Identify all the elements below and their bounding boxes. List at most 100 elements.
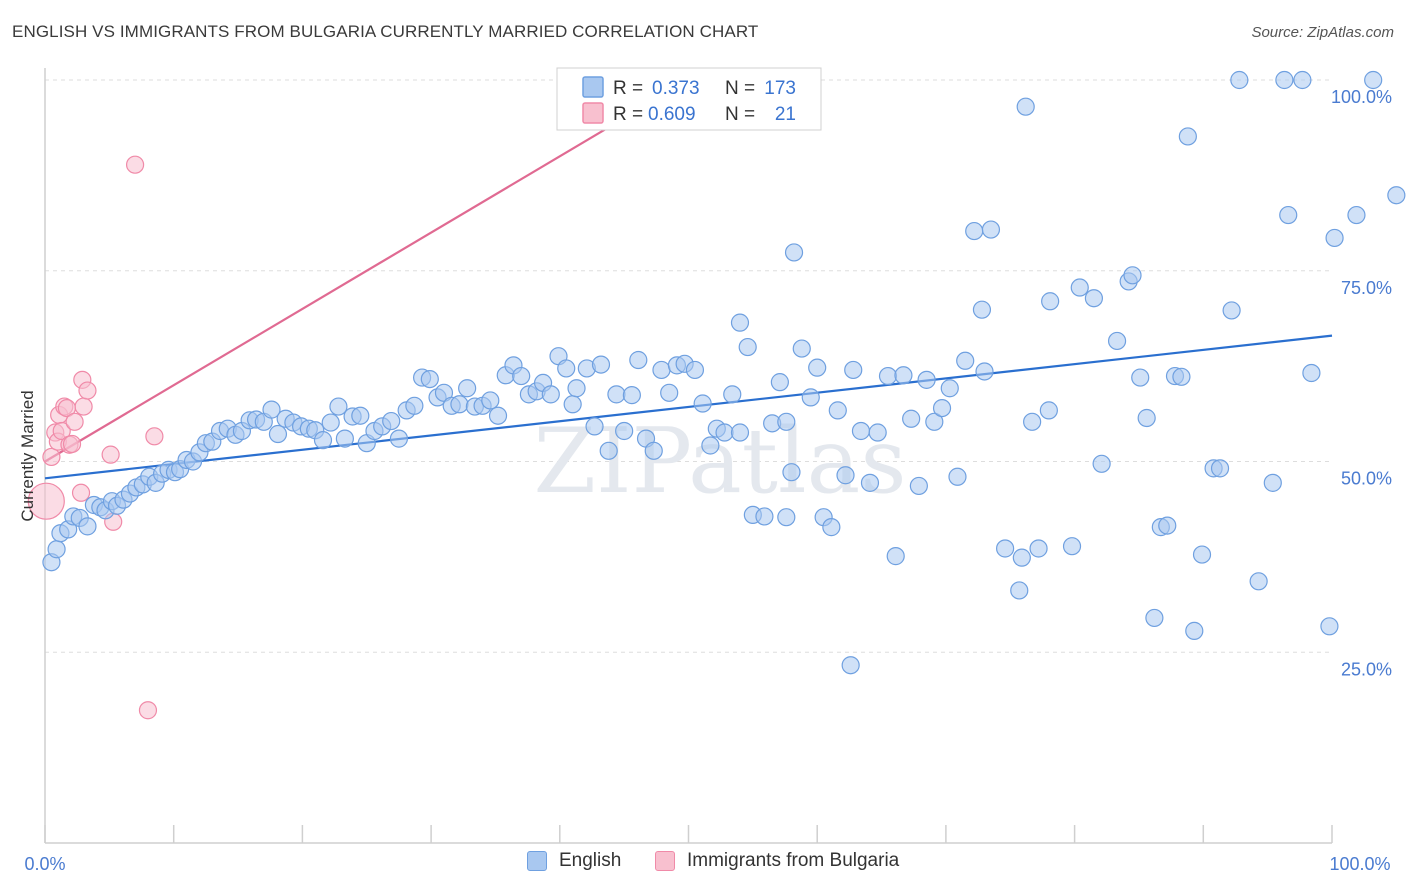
english-point — [730, 423, 750, 442]
english-point — [1010, 581, 1029, 600]
legend-n-value-bulgaria: 21 — [775, 104, 796, 125]
legend-item-english[interactable]: English — [527, 850, 621, 872]
english-point — [828, 401, 847, 420]
english-point — [965, 221, 984, 241]
english-point — [1293, 70, 1312, 90]
english-point — [792, 339, 811, 358]
english-point — [844, 360, 863, 380]
english-point — [972, 300, 992, 319]
trend-layer — [44, 79, 1333, 480]
y-tick-label-2: 75.0% — [1341, 278, 1392, 298]
english-point — [784, 243, 804, 262]
english-point — [738, 337, 757, 357]
english-point — [313, 431, 333, 450]
english-trend-line — [44, 334, 1333, 480]
english-point — [878, 366, 898, 386]
english-point — [1263, 473, 1282, 492]
bulgaria-point — [71, 483, 91, 502]
english-point — [1145, 608, 1164, 628]
english-point — [851, 421, 871, 441]
english-point — [777, 412, 796, 431]
english-point — [715, 423, 734, 442]
y-axis-label: Currently Married — [18, 390, 37, 521]
english-point — [1185, 621, 1204, 640]
english-point — [644, 441, 663, 460]
bulgaria-point — [65, 412, 84, 431]
english-point — [47, 540, 66, 559]
y-tick-labels: 25.0% 50.0% 75.0% 100.0% — [1331, 87, 1392, 679]
english-point — [405, 396, 424, 415]
legend-n-value-english: 173 — [764, 78, 796, 99]
english-point — [1084, 289, 1104, 308]
bulgaria-point — [125, 155, 145, 174]
english-point — [836, 466, 855, 485]
y-tick-label-3: 100.0% — [1331, 87, 1392, 107]
english-point — [1107, 331, 1127, 351]
legend-r-value-english: 0.373 — [652, 78, 700, 99]
english-point — [909, 476, 928, 496]
english-point — [868, 423, 887, 442]
english-point — [262, 400, 281, 419]
english-point — [567, 379, 586, 398]
english-point — [450, 395, 469, 414]
english-point — [1364, 70, 1383, 90]
english-point — [1347, 205, 1366, 225]
points-layer — [27, 70, 1406, 720]
english-point — [652, 360, 671, 380]
english-point — [607, 385, 626, 404]
english-point — [1279, 205, 1298, 225]
chart-source: Source: ZipAtlas.com — [1251, 24, 1394, 41]
english-point — [1092, 454, 1111, 473]
english-point — [948, 467, 967, 486]
y-tick-label-1: 50.0% — [1341, 469, 1392, 489]
english-point — [1012, 548, 1031, 567]
english-point — [1210, 459, 1230, 478]
legend-swatch-bulgaria — [582, 102, 604, 124]
legend-swatch-bulgaria-bottom — [655, 851, 675, 871]
english-point — [801, 388, 820, 407]
english-point — [512, 366, 531, 386]
english-point — [541, 385, 560, 404]
english-point — [1137, 408, 1156, 428]
legend-item-bulgaria[interactable]: Immigrants from Bulgaria — [655, 850, 899, 872]
bulgaria-point — [78, 381, 97, 400]
english-point — [389, 429, 409, 448]
legend-swatch-english-bottom — [527, 851, 547, 871]
english-point — [701, 436, 720, 455]
bulgaria-point — [101, 445, 120, 464]
english-point — [78, 517, 97, 536]
y-tick-label-0: 25.0% — [1341, 659, 1392, 679]
legend-swatch-english — [582, 76, 604, 98]
bulgaria-point — [52, 421, 71, 441]
english-point — [420, 369, 439, 389]
english-point — [808, 358, 827, 377]
x-tick-label-0: 0.0% — [24, 854, 65, 874]
top-legend: R = 0.373 N = 173 R = 0.609 N = 21 — [556, 67, 822, 131]
legend-r-label-english: R = — [613, 78, 643, 99]
english-point — [1325, 228, 1344, 248]
english-point — [1387, 186, 1406, 205]
english-point — [599, 441, 618, 460]
english-point — [1320, 617, 1339, 636]
legend-r-value-bulgaria: 0.609 — [648, 104, 696, 125]
english-point — [996, 539, 1015, 558]
english-point — [894, 366, 913, 385]
english-point — [1302, 363, 1321, 383]
english-point — [1123, 266, 1142, 285]
english-point — [622, 386, 641, 405]
english-point — [925, 412, 944, 431]
english-point — [351, 406, 370, 425]
chart-title: ENGLISH VS IMMIGRANTS FROM BULGARIA CURR… — [12, 22, 759, 41]
english-point — [860, 473, 880, 492]
english-point — [940, 379, 959, 398]
english-point — [956, 351, 975, 370]
bulgaria-point — [145, 427, 164, 446]
bulgaria-point — [138, 701, 158, 720]
legend-n-label-bulgaria: N = — [725, 104, 755, 125]
english-point — [591, 355, 611, 374]
english-point — [563, 395, 582, 414]
english-point — [1131, 368, 1150, 387]
english-point — [335, 429, 354, 448]
bulgaria-point — [74, 397, 93, 416]
english-point — [321, 413, 340, 432]
